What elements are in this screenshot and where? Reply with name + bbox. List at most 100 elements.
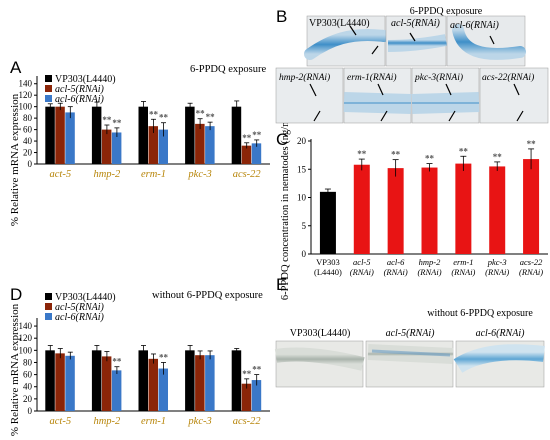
- bar-vp303-l4440-pkc-3: [185, 350, 195, 411]
- bar-vp303-l4440-act-5: [45, 350, 55, 411]
- significance-mark: **: [252, 365, 262, 375]
- panel-letter-c: C: [276, 130, 288, 149]
- micrograph-label-acl5-e: acl-5(RNAi): [386, 328, 436, 339]
- micrograph-acl5-b: [385, 15, 448, 67]
- y-tick-label-40: 40: [23, 136, 33, 146]
- panel-e-micrographs: without 6-PPDQ exposure VP303(L4440) acl…: [274, 308, 545, 388]
- bar-acl-6-rnai-acs-22: [251, 380, 262, 411]
- micrograph-label-vp303: VP303(L4440): [309, 18, 370, 29]
- x-tick-label-acs-22: acs-22: [233, 416, 262, 427]
- micrograph-acs22-b: [479, 67, 549, 124]
- bar-acl-5-rnai: [353, 164, 370, 254]
- bar-acl-5-rnai-pkc-3: [195, 123, 205, 164]
- bar-acs-22-rnai: [523, 159, 540, 254]
- bar-acl-6-rnai-erm-1: [158, 368, 168, 411]
- x-tick-label-erm-1-rnai: erm-1 (RNAi): [451, 257, 475, 277]
- legend-swatch-vp303-l4440: [45, 293, 52, 300]
- significance-mark: **: [159, 113, 169, 123]
- significance-mark: **: [112, 118, 122, 128]
- legend-label-vp303-l4440: VP303(L4440): [55, 74, 116, 85]
- bar-vp303-l4440-erm-1: [138, 350, 148, 411]
- y-tick-label-60: 60: [23, 125, 33, 135]
- bar-vp303-l4440-acs-22: [231, 106, 242, 164]
- legend-label-acl-6-rnai: acl-6(RNAi): [55, 312, 105, 323]
- bar-acl-5-rnai-hmp-2: [101, 129, 112, 164]
- y-tick-label-20: 20: [23, 394, 33, 404]
- significance-mark: **: [159, 352, 169, 362]
- x-tick-label-pkc-3: pkc-3: [187, 416, 211, 427]
- bar-acl-6-rnai: [387, 168, 404, 254]
- panel-a-chart: 6-PPDQ exposure % Relative mRNA expressi…: [9, 64, 270, 226]
- significance-mark: **: [149, 109, 159, 119]
- y-tick-label-20: 20: [297, 136, 307, 146]
- significance-mark: **: [196, 109, 206, 119]
- y-tick-label-120: 120: [19, 90, 33, 100]
- micrograph-pkc3-b: [411, 67, 480, 124]
- bar-acl-6-rnai-hmp-2: [111, 132, 122, 164]
- bar-pkc-3-rnai: [489, 166, 506, 254]
- y-tick-label-0: 0: [302, 249, 307, 259]
- micrograph-label-acl6-e: acl-6(RNAi): [476, 328, 526, 339]
- y-tick-label-60: 60: [23, 370, 33, 380]
- x-tick-label-erm-1: erm-1: [141, 416, 166, 427]
- bar-vp303-l4440-acs-22: [231, 350, 242, 411]
- y-tick-label-10: 10: [297, 193, 307, 203]
- micrograph-acl6-b: [446, 15, 526, 67]
- bar-acl-6-rnai-pkc-3: [205, 355, 215, 411]
- bar-acl-5-rnai-act-5: [55, 353, 65, 411]
- legend-swatch-acl-6-rnai: [45, 313, 52, 320]
- bar-acl-6-rnai-act-5: [65, 355, 75, 411]
- legend-label-acl-5-rnai: acl-5(RNAi): [55, 84, 105, 95]
- x-tick-label-act-5: act-5: [50, 169, 72, 180]
- significance-mark: **: [242, 369, 252, 379]
- bar-vp303-l4440: [319, 191, 336, 254]
- bar-vp303-l4440-act-5: [45, 106, 55, 164]
- y-tick-label-100: 100: [19, 102, 33, 112]
- bar-acl-6-rnai-pkc-3: [205, 126, 215, 164]
- micrograph-hmp2-b: [275, 67, 344, 124]
- significance-mark: **: [242, 133, 252, 143]
- legend-swatch-acl-5-rnai: [45, 303, 52, 310]
- significance-mark: **: [527, 139, 537, 149]
- panel-letter-a: A: [10, 58, 22, 77]
- significance-mark: **: [102, 115, 112, 125]
- micrograph-label-acl5: acl-5(RNAi): [391, 18, 441, 29]
- legend-swatch-vp303-l4440: [45, 75, 52, 82]
- micrograph-vp303-b: [304, 15, 390, 67]
- significance-mark: **: [425, 154, 435, 164]
- x-tick-label-pkc-3: pkc-3: [187, 169, 211, 180]
- significance-mark: **: [252, 130, 262, 140]
- bar-acl-5-rnai-acs-22: [241, 383, 252, 411]
- significance-mark: **: [493, 152, 503, 162]
- y-tick-label-80: 80: [23, 113, 33, 123]
- bar-acl-5-rnai-hmp-2: [101, 356, 112, 411]
- y-tick-label-40: 40: [23, 382, 33, 392]
- panel-letter-e: E: [276, 275, 287, 294]
- micrograph-label-vp303-e: VP303(L4440): [290, 328, 351, 339]
- panel-letter-b: B: [276, 7, 287, 26]
- legend-swatch-acl-5-rnai: [45, 85, 52, 92]
- panel-c-ylabel: 6-PPDQ concentration in nematodes (ng/mg…: [280, 109, 291, 300]
- x-tick-label-hmp-2-rnai: hmp-2 (RNAi): [417, 257, 441, 277]
- bar-acl-6-rnai-hmp-2: [111, 370, 122, 411]
- bar-erm-1-rnai: [455, 163, 472, 254]
- micrograph-label-hmp2: hmp-2(RNAi): [279, 72, 330, 83]
- micrograph-acl5-e: [365, 340, 454, 388]
- significance-mark: **: [206, 112, 216, 122]
- y-tick-label-15: 15: [297, 164, 307, 174]
- panel-b-title: 6-PPDQ exposure: [410, 6, 483, 17]
- significance-mark: **: [391, 150, 401, 160]
- bar-acl-5-rnai-pkc-3: [195, 355, 205, 411]
- x-tick-label-vp303-l4440: VP303 (L4440): [314, 257, 342, 277]
- y-tick-label-140: 140: [19, 79, 33, 89]
- y-tick-label-120: 120: [19, 333, 33, 343]
- legend-label-acl-5-rnai: acl-5(RNAi): [55, 302, 105, 313]
- y-tick-label-0: 0: [28, 406, 33, 416]
- bar-vp303-l4440-hmp-2: [91, 350, 102, 411]
- legend-label-vp303-l4440: VP303(L4440): [55, 292, 116, 303]
- bar-vp303-l4440-hmp-2: [91, 106, 102, 164]
- y-tick-label-5: 5: [302, 221, 307, 231]
- legend-label-acl-6-rnai: acl-6(RNAi): [55, 94, 105, 105]
- micrograph-acl6-e: [453, 340, 545, 388]
- micrograph-erm1-b: [343, 67, 412, 124]
